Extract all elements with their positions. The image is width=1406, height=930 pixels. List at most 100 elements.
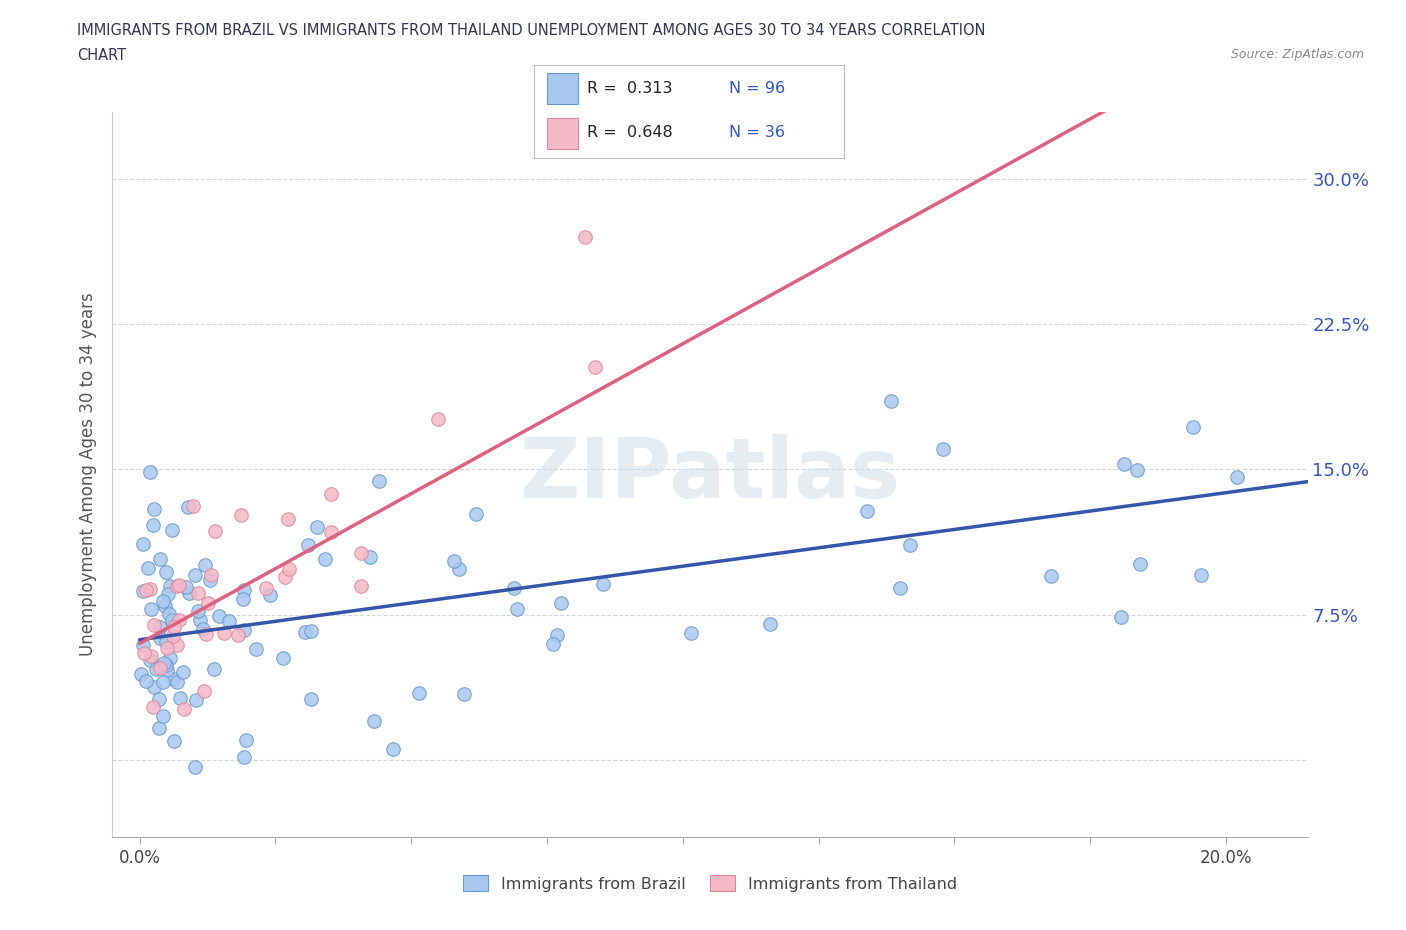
Point: [208, 608, 231, 623]
Point: [363, 713, 385, 728]
Point: [856, 503, 879, 518]
Point: [152, 674, 174, 689]
Point: [174, 579, 197, 594]
Point: [294, 624, 316, 639]
Text: Source: ZipAtlas.com: Source: ZipAtlas.com: [1230, 48, 1364, 61]
Point: [359, 550, 381, 565]
Point: [155, 658, 177, 672]
Point: [160, 613, 183, 628]
Point: [443, 553, 465, 568]
Point: [188, 613, 211, 628]
Point: [200, 573, 222, 588]
Point: [193, 684, 215, 698]
Point: [592, 577, 614, 591]
Point: [233, 622, 256, 637]
Point: [299, 623, 322, 638]
Point: [139, 602, 162, 617]
Point: [162, 629, 184, 644]
Point: [273, 651, 295, 666]
Point: [176, 499, 198, 514]
Point: [132, 646, 155, 661]
Point: [254, 580, 277, 595]
Point: [159, 650, 181, 665]
Point: [163, 620, 186, 635]
Point: [187, 585, 209, 600]
Point: [149, 631, 172, 645]
Point: [138, 652, 160, 667]
Point: [142, 502, 165, 517]
Point: [155, 634, 177, 649]
Point: [183, 760, 205, 775]
Point: [321, 525, 343, 539]
Point: [155, 565, 177, 579]
Point: [277, 562, 299, 577]
Point: [184, 693, 207, 708]
Point: [299, 692, 322, 707]
Point: [503, 580, 526, 595]
Point: [131, 637, 153, 652]
Point: [142, 518, 165, 533]
Point: [139, 648, 162, 663]
Point: [681, 626, 703, 641]
Point: [132, 537, 155, 551]
Point: [167, 578, 190, 592]
Point: [235, 732, 257, 747]
Point: [200, 567, 222, 582]
Point: [574, 230, 596, 245]
Point: [350, 578, 373, 593]
Text: N = 96: N = 96: [730, 81, 786, 97]
Point: [143, 680, 166, 695]
Point: [142, 618, 165, 632]
Point: [181, 499, 204, 514]
Point: [550, 595, 572, 610]
Point: [889, 580, 911, 595]
Point: [505, 602, 527, 617]
Point: [367, 474, 389, 489]
Point: [149, 620, 172, 635]
Point: [259, 587, 281, 602]
Point: [194, 558, 217, 573]
Point: [157, 606, 180, 621]
Point: [163, 734, 186, 749]
Point: [139, 581, 162, 596]
Point: [546, 628, 568, 643]
Point: [426, 411, 449, 426]
Point: [465, 507, 488, 522]
Point: [232, 750, 254, 764]
Point: [166, 578, 188, 593]
Point: [1125, 462, 1147, 477]
Point: [1181, 419, 1204, 434]
Point: [1112, 457, 1135, 472]
Point: [408, 685, 430, 700]
Point: [169, 690, 191, 705]
Point: [350, 546, 373, 561]
Point: [232, 582, 254, 597]
FancyBboxPatch shape: [547, 118, 578, 149]
Point: [195, 627, 218, 642]
Point: [166, 675, 188, 690]
Point: [184, 567, 207, 582]
Point: [173, 701, 195, 716]
Point: [583, 360, 606, 375]
Point: [204, 524, 226, 538]
Point: [226, 628, 249, 643]
Point: [193, 622, 215, 637]
Point: [1039, 568, 1062, 583]
Point: [142, 699, 165, 714]
Text: ZIPatlas: ZIPatlas: [520, 433, 900, 515]
FancyBboxPatch shape: [547, 73, 578, 104]
Point: [167, 613, 190, 628]
Point: [162, 671, 184, 686]
Point: [307, 520, 329, 535]
Legend: Immigrants from Brazil, Immigrants from Thailand: Immigrants from Brazil, Immigrants from …: [457, 869, 963, 898]
Text: R =  0.313: R = 0.313: [586, 81, 672, 97]
Point: [156, 641, 179, 656]
Y-axis label: Unemployment Among Ages 30 to 34 years: Unemployment Among Ages 30 to 34 years: [79, 292, 97, 657]
Point: [229, 508, 252, 523]
Point: [153, 656, 176, 671]
Point: [159, 579, 181, 594]
Point: [132, 584, 155, 599]
Point: [1111, 609, 1133, 624]
Point: [447, 562, 470, 577]
Point: [314, 551, 336, 566]
